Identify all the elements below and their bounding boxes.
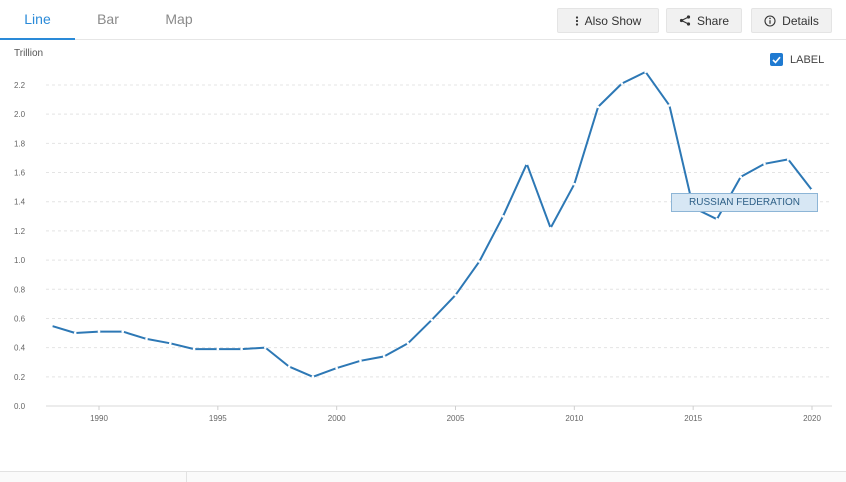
chart-type-tabs: Line Bar Map Also Show Share Details bbox=[0, 0, 846, 40]
label-toggle[interactable]: LABEL bbox=[770, 53, 824, 66]
vertical-dots-icon bbox=[575, 15, 578, 26]
details-button[interactable]: Details bbox=[751, 8, 832, 33]
y-axis-unit-label: Trillion bbox=[14, 48, 44, 59]
also-show-label: Also Show bbox=[584, 13, 642, 28]
y-tick-label: 1.6 bbox=[14, 169, 26, 178]
data-point[interactable] bbox=[501, 215, 505, 218]
data-point[interactable] bbox=[573, 182, 576, 186]
data-point[interactable] bbox=[264, 346, 267, 349]
data-point[interactable] bbox=[287, 365, 291, 368]
data-point[interactable] bbox=[477, 260, 481, 263]
share-label: Share bbox=[696, 13, 730, 28]
y-tick-label: 0.0 bbox=[14, 402, 26, 411]
data-point[interactable] bbox=[192, 347, 196, 351]
data-point[interactable] bbox=[311, 375, 315, 379]
y-tick-label: 1.0 bbox=[14, 256, 26, 265]
also-show-button[interactable]: Also Show bbox=[557, 8, 659, 33]
data-point[interactable] bbox=[121, 330, 125, 333]
data-point[interactable] bbox=[715, 217, 719, 221]
series-label-tag: RUSSIAN FEDERATION bbox=[671, 193, 818, 212]
data-point[interactable] bbox=[786, 158, 790, 161]
x-tick-label: 1995 bbox=[209, 414, 227, 423]
x-tick-label: 2010 bbox=[565, 414, 583, 423]
data-point[interactable] bbox=[739, 175, 742, 179]
data-point[interactable] bbox=[620, 82, 624, 85]
data-point[interactable] bbox=[525, 162, 529, 166]
data-point[interactable] bbox=[810, 188, 814, 192]
data-point[interactable] bbox=[596, 105, 600, 109]
x-tick-label: 2005 bbox=[447, 414, 465, 423]
y-tick-label: 2.0 bbox=[14, 110, 26, 119]
y-tick-label: 0.8 bbox=[14, 285, 26, 294]
share-icon bbox=[679, 15, 691, 26]
data-point[interactable] bbox=[97, 330, 101, 333]
x-tick-label: 2015 bbox=[684, 414, 702, 423]
data-point[interactable] bbox=[145, 337, 148, 341]
x-tick-label: 1990 bbox=[90, 414, 108, 423]
y-tick-label: 1.2 bbox=[14, 227, 26, 236]
data-point[interactable] bbox=[454, 293, 457, 297]
details-label: Details bbox=[782, 13, 819, 28]
y-tick-label: 1.4 bbox=[14, 198, 26, 207]
label-toggle-text: LABEL bbox=[790, 53, 825, 66]
tab-map[interactable]: Map bbox=[165, 11, 193, 27]
y-tick-label: 2.2 bbox=[14, 81, 26, 90]
data-point[interactable] bbox=[406, 341, 410, 345]
data-point[interactable] bbox=[335, 366, 338, 370]
data-point[interactable] bbox=[668, 104, 671, 107]
y-tick-label: 0.6 bbox=[14, 314, 26, 323]
footer-bar bbox=[0, 471, 846, 482]
data-point[interactable] bbox=[430, 318, 434, 322]
data-point[interactable] bbox=[169, 341, 172, 345]
y-tick-label: 1.8 bbox=[14, 139, 26, 148]
x-tick-label: 2020 bbox=[803, 414, 821, 423]
y-tick-label: 0.4 bbox=[14, 344, 26, 353]
data-point[interactable] bbox=[50, 324, 53, 328]
info-icon bbox=[764, 14, 776, 27]
data-point[interactable] bbox=[763, 162, 766, 166]
tab-bar[interactable]: Bar bbox=[97, 11, 119, 27]
data-point[interactable] bbox=[644, 70, 647, 74]
checkbox-checked-icon[interactable] bbox=[770, 53, 783, 66]
y-tick-label: 0.2 bbox=[14, 373, 26, 382]
data-point[interactable] bbox=[359, 359, 362, 363]
share-button[interactable]: Share bbox=[666, 8, 742, 33]
data-point[interactable] bbox=[240, 347, 243, 351]
series-line[interactable] bbox=[51, 70, 813, 378]
data-point[interactable] bbox=[73, 331, 77, 335]
x-tick-label: 2000 bbox=[328, 414, 346, 423]
tab-line[interactable]: Line bbox=[0, 0, 75, 40]
data-point[interactable] bbox=[382, 355, 386, 358]
footer-divider bbox=[186, 472, 187, 482]
data-point[interactable] bbox=[216, 347, 220, 351]
data-point[interactable] bbox=[549, 226, 552, 230]
